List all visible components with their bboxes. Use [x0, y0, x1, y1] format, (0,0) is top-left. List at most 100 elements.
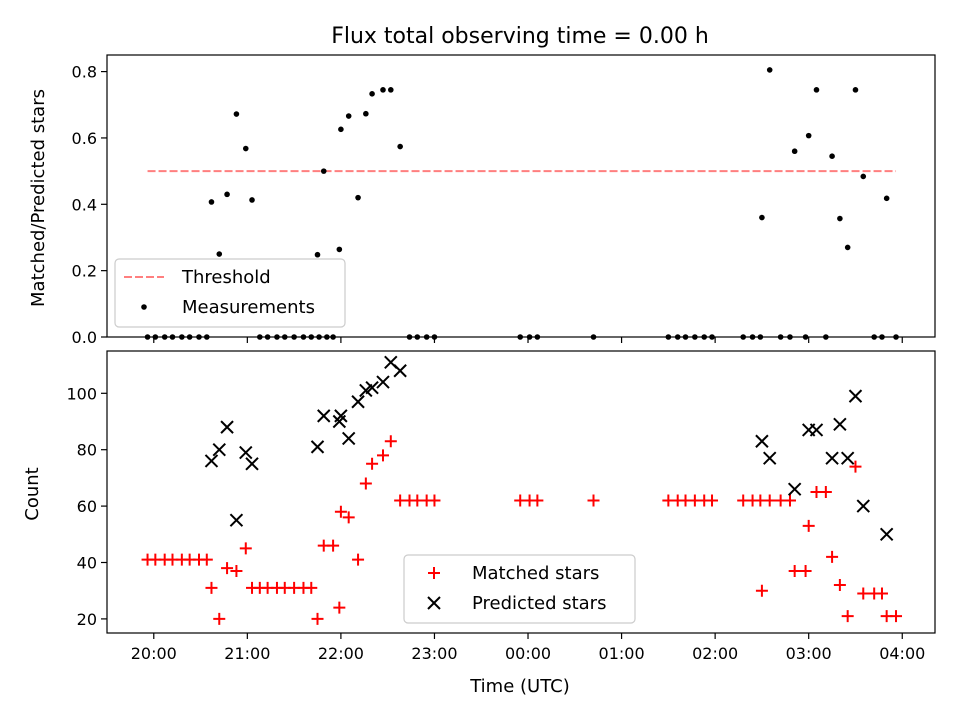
- matched-star-point: [706, 494, 719, 507]
- matched-star-point: [833, 579, 846, 592]
- matched-star-point: [819, 486, 832, 498]
- measurement-point: [837, 215, 843, 222]
- predicted-star-point: [376, 375, 390, 389]
- matched-star-point: [799, 564, 812, 577]
- bottom-y-tick-label: 80: [77, 441, 97, 460]
- predicted-star-point: [341, 431, 356, 446]
- measurement-point: [224, 191, 230, 198]
- top-y-tick-label: 0.0: [72, 328, 97, 347]
- predicted-star-point: [310, 440, 325, 454]
- matched-star-point: [352, 553, 365, 566]
- bottom-y-tick-label: 40: [77, 554, 97, 573]
- bottom-plot-frame: [106, 350, 936, 634]
- measurement-point: [791, 148, 798, 155]
- x-tick-label: 22:00: [318, 644, 364, 663]
- chart-title: Flux total observing time = 0.00 h: [331, 24, 709, 49]
- x-tick-label: 23:00: [411, 644, 457, 663]
- x-tick-label: 02:00: [692, 644, 738, 663]
- legend-measurement-swatch: [141, 304, 147, 310]
- bottom-y-tick-label: 100: [66, 384, 97, 403]
- matched-star-point: [531, 494, 544, 507]
- predicted-star-point: [879, 527, 894, 542]
- top-legend-box: [114, 258, 346, 328]
- plot-layer: 20:00 21:00 22:00 23:00 00:00 01:00 02:00 03:00…: [66, 54, 936, 663]
- measurement-point: [233, 111, 240, 117]
- x-tick-label: 20:00: [131, 644, 177, 663]
- predicted-star-point: [393, 364, 407, 378]
- predicted-star-point: [351, 395, 365, 409]
- legend-matched-label: Matched stars: [472, 563, 599, 584]
- matched-star-point: [221, 562, 234, 575]
- measurement-point: [805, 132, 812, 139]
- predicted-star-point: [220, 420, 234, 434]
- measurement-point: [852, 87, 859, 93]
- predicted-star-point: [763, 451, 777, 465]
- matched-star-point: [200, 553, 213, 566]
- measurement-point: [355, 194, 361, 201]
- measurement-point: [397, 143, 403, 150]
- predicted-star-point: [755, 434, 769, 448]
- matched-star-point: [755, 584, 768, 597]
- matched-star-point: [826, 550, 839, 563]
- measurement-point: [844, 244, 851, 251]
- matched-star-point: [327, 539, 340, 552]
- legend-predicted-label: Predicted stars: [472, 593, 606, 614]
- measurement-point: [320, 168, 327, 174]
- matched-star-point: [788, 564, 801, 577]
- x-tick-label: 04:00: [879, 644, 925, 663]
- top-y-tick-label: 0.6: [72, 129, 97, 148]
- bottom-y-axis-label: Count: [22, 467, 43, 520]
- x-tick-label: 03:00: [786, 644, 832, 663]
- predicted-star-point: [809, 423, 824, 437]
- matched-star-point: [587, 494, 600, 507]
- measurement-point: [242, 145, 249, 152]
- x-tick-label: 21:00: [224, 644, 270, 663]
- predicted-star-point: [245, 457, 259, 471]
- matched-star-point: [305, 581, 318, 594]
- measurement-point: [249, 197, 255, 203]
- matched-star-point: [428, 494, 441, 507]
- matched-star-point: [763, 494, 776, 507]
- measurement-point: [387, 87, 394, 93]
- bottom-legend-box: [403, 554, 636, 624]
- measurement-point: [216, 251, 223, 257]
- bottom-legend: Matched stars Predicted stars: [403, 554, 636, 624]
- predicted-star-point: [365, 380, 379, 395]
- predicted-star-point: [229, 513, 244, 527]
- measurement-point: [208, 199, 215, 205]
- bottom-y-tick-label: 20: [77, 610, 97, 629]
- matched-star-point: [213, 612, 226, 625]
- matched-star-point: [890, 610, 903, 623]
- matched-star-point: [377, 449, 389, 462]
- x-axis-label: Time (UTC): [469, 676, 570, 697]
- matched-star-point: [366, 457, 379, 470]
- x-tick-label: 00:00: [505, 644, 551, 663]
- measurement-point: [345, 113, 352, 119]
- matched-star-point: [841, 610, 854, 623]
- matched-star-point: [783, 494, 796, 507]
- legend-measurement-label: Measurements: [182, 297, 315, 318]
- predicted-star-point: [856, 499, 870, 513]
- matched-star-point: [239, 542, 252, 555]
- measurement-point: [314, 251, 321, 258]
- matched-star-point: [875, 587, 888, 600]
- matched-star-point: [857, 587, 870, 600]
- matched-star-point: [384, 435, 397, 448]
- measurement-point: [883, 195, 890, 202]
- measurement-point: [338, 126, 344, 133]
- x-tick-label: 01:00: [599, 644, 645, 663]
- matched-star-point: [359, 477, 372, 490]
- matched-star-point: [342, 511, 355, 524]
- top-y-tick-label: 0.4: [72, 195, 97, 214]
- predicted-star-point: [212, 442, 226, 457]
- top-plot-frame: [106, 54, 936, 338]
- top-y-tick-label: 0.8: [72, 63, 97, 82]
- measurement-point: [860, 173, 867, 180]
- top-y-tick-label: 0.2: [72, 262, 97, 281]
- legend-matched-swatch: [428, 567, 440, 579]
- predicted-star-point: [848, 389, 863, 403]
- legend-threshold-label: Threshold: [181, 267, 271, 288]
- predicted-star-point: [334, 409, 348, 423]
- measurement-point: [369, 91, 375, 97]
